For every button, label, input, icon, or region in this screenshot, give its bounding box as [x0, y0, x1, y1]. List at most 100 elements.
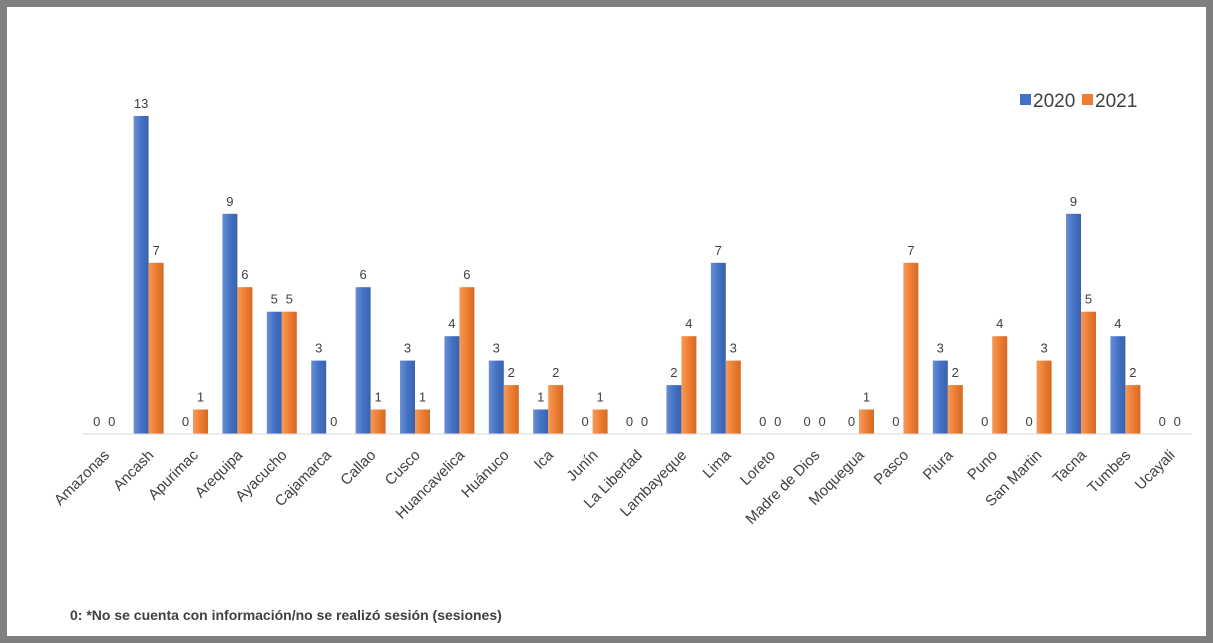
data-label-2021: 1	[419, 390, 426, 405]
data-label-2020: 2	[670, 365, 677, 380]
data-label-2021: 7	[907, 243, 914, 258]
bar-2020-piura	[932, 360, 948, 434]
data-label-2020: 0	[981, 414, 988, 429]
data-label-2020: 6	[359, 267, 366, 282]
legend-label-2021: 2021	[1095, 91, 1137, 112]
bar-2021-callao	[370, 409, 386, 434]
bars-layer	[133, 116, 1141, 434]
legend-label-2020: 2020	[1033, 91, 1075, 112]
legend-swatch-2021	[1082, 94, 1093, 105]
x-tick-label: Huánuco	[458, 447, 512, 501]
data-label-2021: 2	[552, 365, 559, 380]
x-tick-label: Lima	[700, 446, 735, 481]
x-tick-label: Puno	[964, 447, 1001, 484]
x-tick-label: Ucayali	[1132, 447, 1179, 494]
data-label-2021: 6	[241, 267, 248, 282]
bar-2020-lima	[710, 262, 726, 434]
data-label-2021: 0	[108, 414, 115, 429]
x-tick-label: Pasco	[871, 447, 913, 489]
data-label-2021: 0	[641, 414, 648, 429]
data-label-2021: 1	[197, 390, 204, 405]
data-label-2020: 0	[182, 414, 189, 429]
data-label-2020: 9	[226, 194, 233, 209]
data-label-2021: 1	[596, 390, 603, 405]
data-label-2021: 6	[463, 267, 470, 282]
data-label-2020: 1	[537, 390, 544, 405]
bar-2020-arequipa	[222, 213, 238, 434]
bar-2021-lima	[725, 360, 741, 434]
bar-2021-pasco	[903, 262, 919, 434]
bar-2021-tumbes	[1125, 385, 1141, 434]
x-tick-label: Junín	[563, 447, 601, 485]
x-tick-label: Tacna	[1050, 446, 1091, 487]
data-label-2020: 0	[626, 414, 633, 429]
data-label-2021: 7	[152, 243, 159, 258]
data-label-2020: 5	[271, 292, 278, 307]
bar-2020-huancavelica	[444, 336, 460, 434]
data-label-2021: 0	[774, 414, 781, 429]
x-tick-label: Loreto	[737, 447, 779, 489]
data-label-2020: 0	[1025, 414, 1032, 429]
bar-2020-ayacucho	[266, 311, 282, 434]
data-label-2021: 5	[1085, 292, 1092, 307]
data-label-2020: 0	[803, 414, 810, 429]
x-tick-label: Ica	[531, 446, 558, 473]
bar-2021-san-martin	[1036, 360, 1052, 434]
data-label-2020: 13	[134, 96, 148, 111]
data-label-2020: 0	[892, 414, 899, 429]
bar-2021-huancavelica	[459, 287, 475, 434]
bar-2021-piura	[947, 385, 963, 434]
data-label-2020: 4	[1114, 316, 1121, 331]
bar-2020-ancash	[133, 116, 149, 434]
data-label-2020: 4	[448, 316, 455, 331]
bar-2020-cajamarca	[311, 360, 327, 434]
data-label-2020: 0	[848, 414, 855, 429]
data-label-2020: 3	[315, 341, 322, 356]
bar-2020-callao	[355, 287, 371, 434]
data-label-2021: 3	[1040, 341, 1047, 356]
bar-2021-apurimac	[193, 409, 208, 434]
x-tick-labels: AmazonasAncashApurimacArequipaAyacuchoCa…	[51, 446, 1179, 527]
data-label-2020: 0	[93, 414, 100, 429]
data-label-2021: 0	[330, 414, 337, 429]
x-tick-label: Cusco	[382, 447, 424, 489]
data-label-2020: 0	[1159, 414, 1166, 429]
bar-2021-junín	[592, 409, 608, 434]
data-label-2020: 0	[759, 414, 766, 429]
data-label-2020: 3	[404, 341, 411, 356]
data-label-2021: 1	[374, 390, 381, 405]
bar-2020-cusco	[400, 360, 415, 434]
data-label-2020: 3	[937, 341, 944, 356]
x-tick-label: Piura	[920, 446, 957, 483]
bar-2020-tumbes	[1110, 336, 1126, 434]
data-label-2020: 0	[581, 414, 588, 429]
data-label-2021: 3	[730, 341, 737, 356]
data-label-2021: 0	[1174, 414, 1181, 429]
bar-2021-ica	[548, 385, 564, 434]
bar-2020-tacna	[1066, 213, 1081, 434]
bar-2021-huánuco	[503, 385, 519, 434]
data-label-2021: 2	[952, 365, 959, 380]
bar-2021-ancash	[148, 262, 164, 434]
bar-2020-huánuco	[488, 360, 504, 434]
footnote: 0: *No se cuenta con información/no se r…	[70, 607, 502, 623]
data-label-2021: 2	[1129, 365, 1136, 380]
data-label-2021: 4	[996, 316, 1003, 331]
bar-2020-ica	[533, 409, 549, 434]
data-label-2021: 5	[286, 292, 293, 307]
bar-2021-tacna	[1081, 311, 1096, 434]
legend-swatch-2020	[1020, 94, 1031, 105]
data-label-2021: 4	[685, 316, 692, 331]
data-label-2020: 3	[493, 341, 500, 356]
x-tick-label: Amazonas	[51, 447, 113, 509]
bar-2021-arequipa	[237, 287, 253, 434]
x-tick-label: Tumbes	[1084, 447, 1134, 497]
bar-2020-lambayeque	[666, 385, 682, 434]
bar-2021-puno	[992, 336, 1008, 434]
legend: 2020 2021	[1020, 91, 1137, 112]
data-label-2020: 7	[715, 243, 722, 258]
bar-2021-ayacucho	[281, 311, 297, 434]
